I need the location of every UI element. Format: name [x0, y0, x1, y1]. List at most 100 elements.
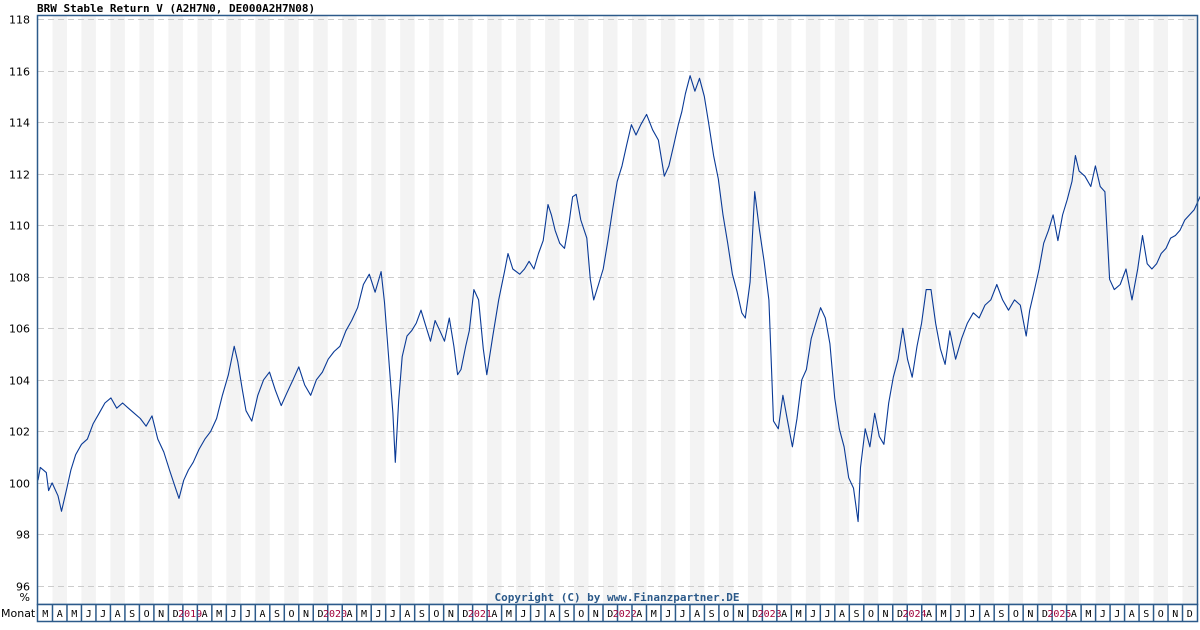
x-axis-label: Monat	[1, 607, 36, 620]
month-stripe	[371, 16, 386, 604]
month-label: A	[984, 609, 990, 620]
month-stripe	[313, 16, 328, 604]
month-label: J	[680, 609, 686, 620]
month-stripe	[429, 16, 444, 604]
month-label: A	[1071, 609, 1077, 620]
month-label: S	[564, 609, 570, 620]
month-label: J	[1114, 609, 1120, 620]
month-stripe	[1153, 16, 1169, 604]
month-label: D	[607, 609, 613, 620]
month-stripe	[1008, 16, 1024, 604]
year-label: 2025	[1047, 609, 1071, 620]
month-label: A	[839, 609, 845, 620]
month-label: J	[955, 609, 961, 620]
month-label: M	[1085, 609, 1091, 620]
price-line	[37, 75, 1200, 523]
month-stripe	[1037, 16, 1053, 604]
month-label: A	[1129, 609, 1135, 620]
month-label: O	[578, 609, 584, 620]
month-label: N	[1172, 609, 1178, 620]
month-stripe	[689, 16, 705, 604]
month-stripe	[1095, 16, 1111, 604]
month-stripe	[52, 16, 67, 604]
month-stripe	[892, 16, 908, 604]
year-label: 2022	[613, 609, 637, 620]
month-label: D	[1042, 609, 1048, 620]
month-label: N	[1027, 609, 1033, 620]
month-label: A	[57, 609, 63, 620]
month-label: M	[361, 609, 367, 620]
month-label: A	[549, 609, 555, 620]
month-label: M	[216, 609, 222, 620]
month-label: J	[231, 609, 237, 620]
month-label: M	[506, 609, 512, 620]
month-stripes	[52, 16, 1197, 604]
y-tick-label: 98	[16, 529, 30, 542]
month-stripe	[168, 16, 183, 604]
month-label: N	[448, 609, 454, 620]
month-label: N	[593, 609, 599, 620]
chart-title: BRW Stable Return V (A2H7N0, DE000A2H7N0…	[37, 2, 316, 15]
month-label: A	[115, 609, 121, 620]
month-stripe	[255, 16, 270, 604]
month-label: D	[1187, 609, 1193, 620]
y-axis-unit: %	[20, 591, 30, 604]
month-label: O	[723, 609, 729, 620]
y-tick-label: 106	[9, 323, 30, 336]
month-stripe	[921, 16, 937, 604]
month-stripe	[110, 16, 125, 604]
month-label: M	[651, 609, 657, 620]
month-label: O	[144, 609, 150, 620]
month-label: O	[289, 609, 295, 620]
month-label: J	[825, 609, 831, 620]
month-label: A	[404, 609, 410, 620]
month-stripe	[747, 16, 763, 604]
month-label: J	[665, 609, 671, 620]
month-stripe	[400, 16, 415, 604]
month-label: A	[636, 609, 642, 620]
month-stripe	[226, 16, 241, 604]
copyright-notice: Copyright (C) by www.Finanzpartner.DE	[494, 591, 739, 604]
month-stripe	[342, 16, 357, 604]
month-label: N	[738, 609, 744, 620]
month-label: O	[1158, 609, 1164, 620]
month-stripe	[458, 16, 473, 604]
month-label: D	[317, 609, 323, 620]
month-label: A	[346, 609, 352, 620]
month-label: J	[810, 609, 816, 620]
month-label: S	[129, 609, 135, 620]
month-stripe	[603, 16, 618, 604]
year-label: 2021	[468, 609, 492, 620]
month-label: M	[42, 609, 48, 620]
month-stripe	[487, 16, 502, 604]
y-axis-labels: 96 98 100 102 104 106 108 110 112 114 116 118	[9, 14, 30, 594]
month-label: J	[375, 609, 381, 620]
month-label: M	[796, 609, 802, 620]
month-stripe	[834, 16, 850, 604]
month-label: A	[694, 609, 700, 620]
month-label: A	[260, 609, 266, 620]
month-label: S	[998, 609, 1004, 620]
y-tick-label: 116	[9, 66, 30, 79]
month-label: A	[926, 609, 932, 620]
month-label: S	[274, 609, 280, 620]
month-stripe	[1182, 16, 1197, 604]
month-label: S	[1143, 609, 1149, 620]
month-label: N	[158, 609, 164, 620]
month-label: M	[940, 609, 946, 620]
month-stripe	[660, 16, 676, 604]
month-label: S	[419, 609, 425, 620]
month-stripe	[718, 16, 734, 604]
month-label: D	[173, 609, 179, 620]
month-stripe	[284, 16, 299, 604]
month-stripe	[516, 16, 531, 604]
month-stripe	[139, 16, 154, 604]
month-stripe	[574, 16, 589, 604]
month-label: N	[883, 609, 889, 620]
month-stripe	[979, 16, 995, 604]
month-stripe	[1124, 16, 1140, 604]
month-label: D	[462, 609, 468, 620]
y-tick-label: 100	[9, 478, 30, 491]
month-label: O	[868, 609, 874, 620]
month-stripe	[950, 16, 966, 604]
